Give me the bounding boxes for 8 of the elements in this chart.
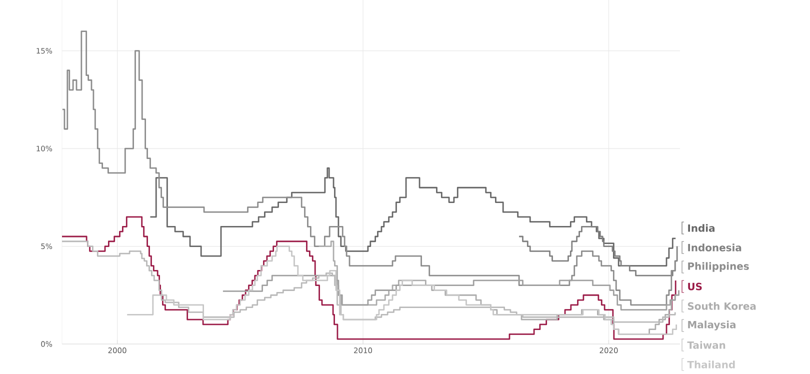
text: Taiwan (687, 341, 726, 349)
legend-label: South Korea (688, 302, 756, 310)
legend-label: Philippines (688, 262, 749, 272)
legend-label: Thailand (687, 360, 735, 368)
legend-label: India (688, 224, 714, 232)
legend-label: US (688, 282, 702, 290)
legend-label: Indonesia (688, 244, 742, 252)
legend-label: Malaysia (688, 320, 736, 330)
